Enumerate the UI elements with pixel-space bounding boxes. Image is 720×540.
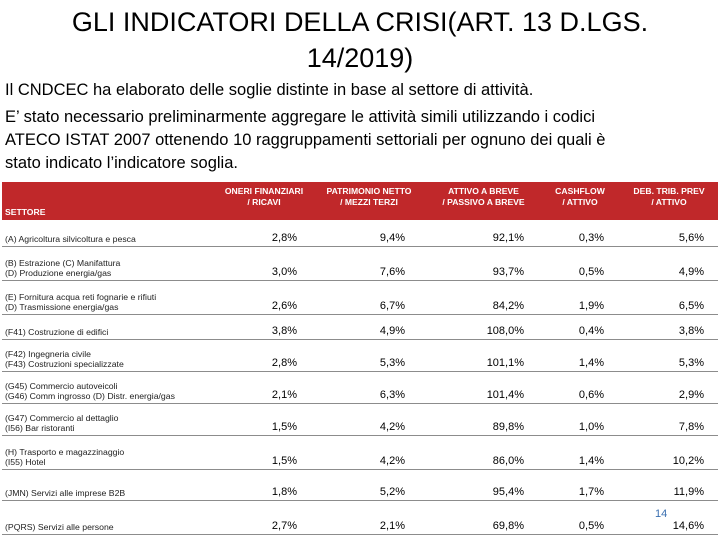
value-cell: 10,2% [620,435,718,470]
value-cell: 6,5% [620,280,718,315]
table-row: (B) Estrazione (C) Manifattura (D) Produz… [2,246,718,281]
value-cell: 1,9% [540,280,620,315]
value-cell: 84,2% [427,280,540,315]
value-cell: 101,4% [427,371,540,404]
value-cell: 6,3% [311,371,427,404]
table-row: (F41) Costruzione di edifici 3,8% 4,9% 108,… [2,314,718,340]
value-cell: 2,9% [620,371,718,404]
thresholds-table-container: SETTORE ONERI FINANZIARI / RICAVI PATRIMO… [2,182,718,535]
value-cell: 5,2% [311,469,427,501]
value-cell: 1,7% [540,469,620,501]
sector-cell: (G47) Commercio al dettaglio (I56) Bar ri… [2,403,217,436]
paragraph-detail-line: ATECO ISTAT 2007 ottenendo 10 raggruppam… [5,131,606,149]
header-financial-charges: ONERI FINANZIARI / RICAVI [217,182,311,220]
value-cell: 95,4% [427,469,540,501]
value-cell: 2,6% [217,280,311,315]
value-cell: 4,2% [311,435,427,470]
table-row: (H) Trasporto e magazzinaggio (I55) Hotel… [2,435,718,470]
header-cashflow: CASHFLOW / ATTIVO [540,182,620,220]
value-cell: 5,3% [311,339,427,372]
value-cell: 5,3% [620,339,718,372]
value-cell: 6,7% [311,280,427,315]
value-cell: 108,0% [427,314,540,340]
value-cell: 7,6% [311,246,427,281]
header-tax-debts: DEB. TRIB. PREV / ATTIVO [620,182,718,220]
thresholds-table: SETTORE ONERI FINANZIARI / RICAVI PATRIMO… [2,182,718,535]
table-row: (G45) Commercio autoveicoli (G46) Comm in… [2,371,718,404]
paragraph-intro: Il CNDCEC ha elaborato delle soglie dist… [5,81,534,99]
header-sector: SETTORE [2,182,217,220]
table-row: (E) Fornitura acqua reti fognarie e rifi… [2,280,718,315]
header-net-equity: PATRIMONIO NETTO / MEZZI TERZI [311,182,427,220]
value-cell: 5,6% [620,220,718,247]
value-cell: 4,9% [311,314,427,340]
page-number: 14 [655,508,668,520]
sector-cell: (JMN) Servizi alle imprese B2B [2,469,217,501]
header-short-term-assets: ATTIVO A BREVE / PASSIVO A BREVE [427,182,540,220]
sector-cell: (G45) Commercio autoveicoli (G46) Comm in… [2,371,217,404]
value-cell: 9,4% [311,220,427,247]
value-cell: 0,6% [540,371,620,404]
value-cell: 0,4% [540,314,620,340]
value-cell: 11,9% [620,469,718,501]
value-cell: 4,2% [311,403,427,436]
value-cell: 1,4% [540,435,620,470]
value-cell: 1,0% [540,403,620,436]
sector-cell: (A) Agricoltura silvicoltura e pesca [2,220,217,247]
table-row: (F42) Ingegneria civile (F43) Costruzioni… [2,339,718,372]
table-row: (A) Agricoltura silvicoltura e pesca 2,8%… [2,220,718,247]
value-cell: 2,8% [217,339,311,372]
value-cell: 7,8% [620,403,718,436]
table-row: (PQRS) Servizi alle persone 2,7% 2,1% 69,8%… [2,500,718,535]
paragraph-detail-line: stato indicato l’indicatore soglia. [5,154,238,172]
value-cell: 14,6% [620,500,718,535]
sector-cell: (H) Trasporto e magazzinaggio (I55) Hotel [2,435,217,470]
value-cell: 1,5% [217,435,311,470]
value-cell: 69,8% [427,500,540,535]
sector-cell: (PQRS) Servizi alle persone [2,500,217,535]
table-header-row: SETTORE ONERI FINANZIARI / RICAVI PATRIMO… [2,182,718,220]
sector-cell: (B) Estrazione (C) Manifattura (D) Produz… [2,246,217,281]
value-cell: 2,7% [217,500,311,535]
value-cell: 2,8% [217,220,311,247]
value-cell: 1,5% [217,403,311,436]
value-cell: 0,3% [540,220,620,247]
value-cell: 3,8% [217,314,311,340]
value-cell: 0,5% [540,500,620,535]
value-cell: 2,1% [217,371,311,404]
value-cell: 3,0% [217,246,311,281]
value-cell: 4,9% [620,246,718,281]
sector-cell: (F41) Costruzione di edifici [2,314,217,340]
value-cell: 86,0% [427,435,540,470]
value-cell: 2,1% [311,500,427,535]
value-cell: 92,1% [427,220,540,247]
table-row: (JMN) Servizi alle imprese B2B 1,8% 5,2% 95… [2,469,718,501]
value-cell: 101,1% [427,339,540,372]
value-cell: 93,7% [427,246,540,281]
sector-cell: (F42) Ingegneria civile (F43) Costruzioni… [2,339,217,372]
value-cell: 89,8% [427,403,540,436]
value-cell: 3,8% [620,314,718,340]
table-row: (G47) Commercio al dettaglio (I56) Bar ri… [2,403,718,436]
value-cell: 0,5% [540,246,620,281]
paragraph-detail-line: E’ stato necessario preliminarmente aggr… [5,108,595,126]
value-cell: 1,8% [217,469,311,501]
page-title: GLI INDICATORI DELLA CRISI(ART. 13 D.LGS… [71,7,649,73]
body-text: Il CNDCEC ha elaborato delle soglie dist… [5,79,715,175]
sector-cell: (E) Fornitura acqua reti fognarie e rifi… [2,280,217,315]
value-cell: 1,4% [540,339,620,372]
